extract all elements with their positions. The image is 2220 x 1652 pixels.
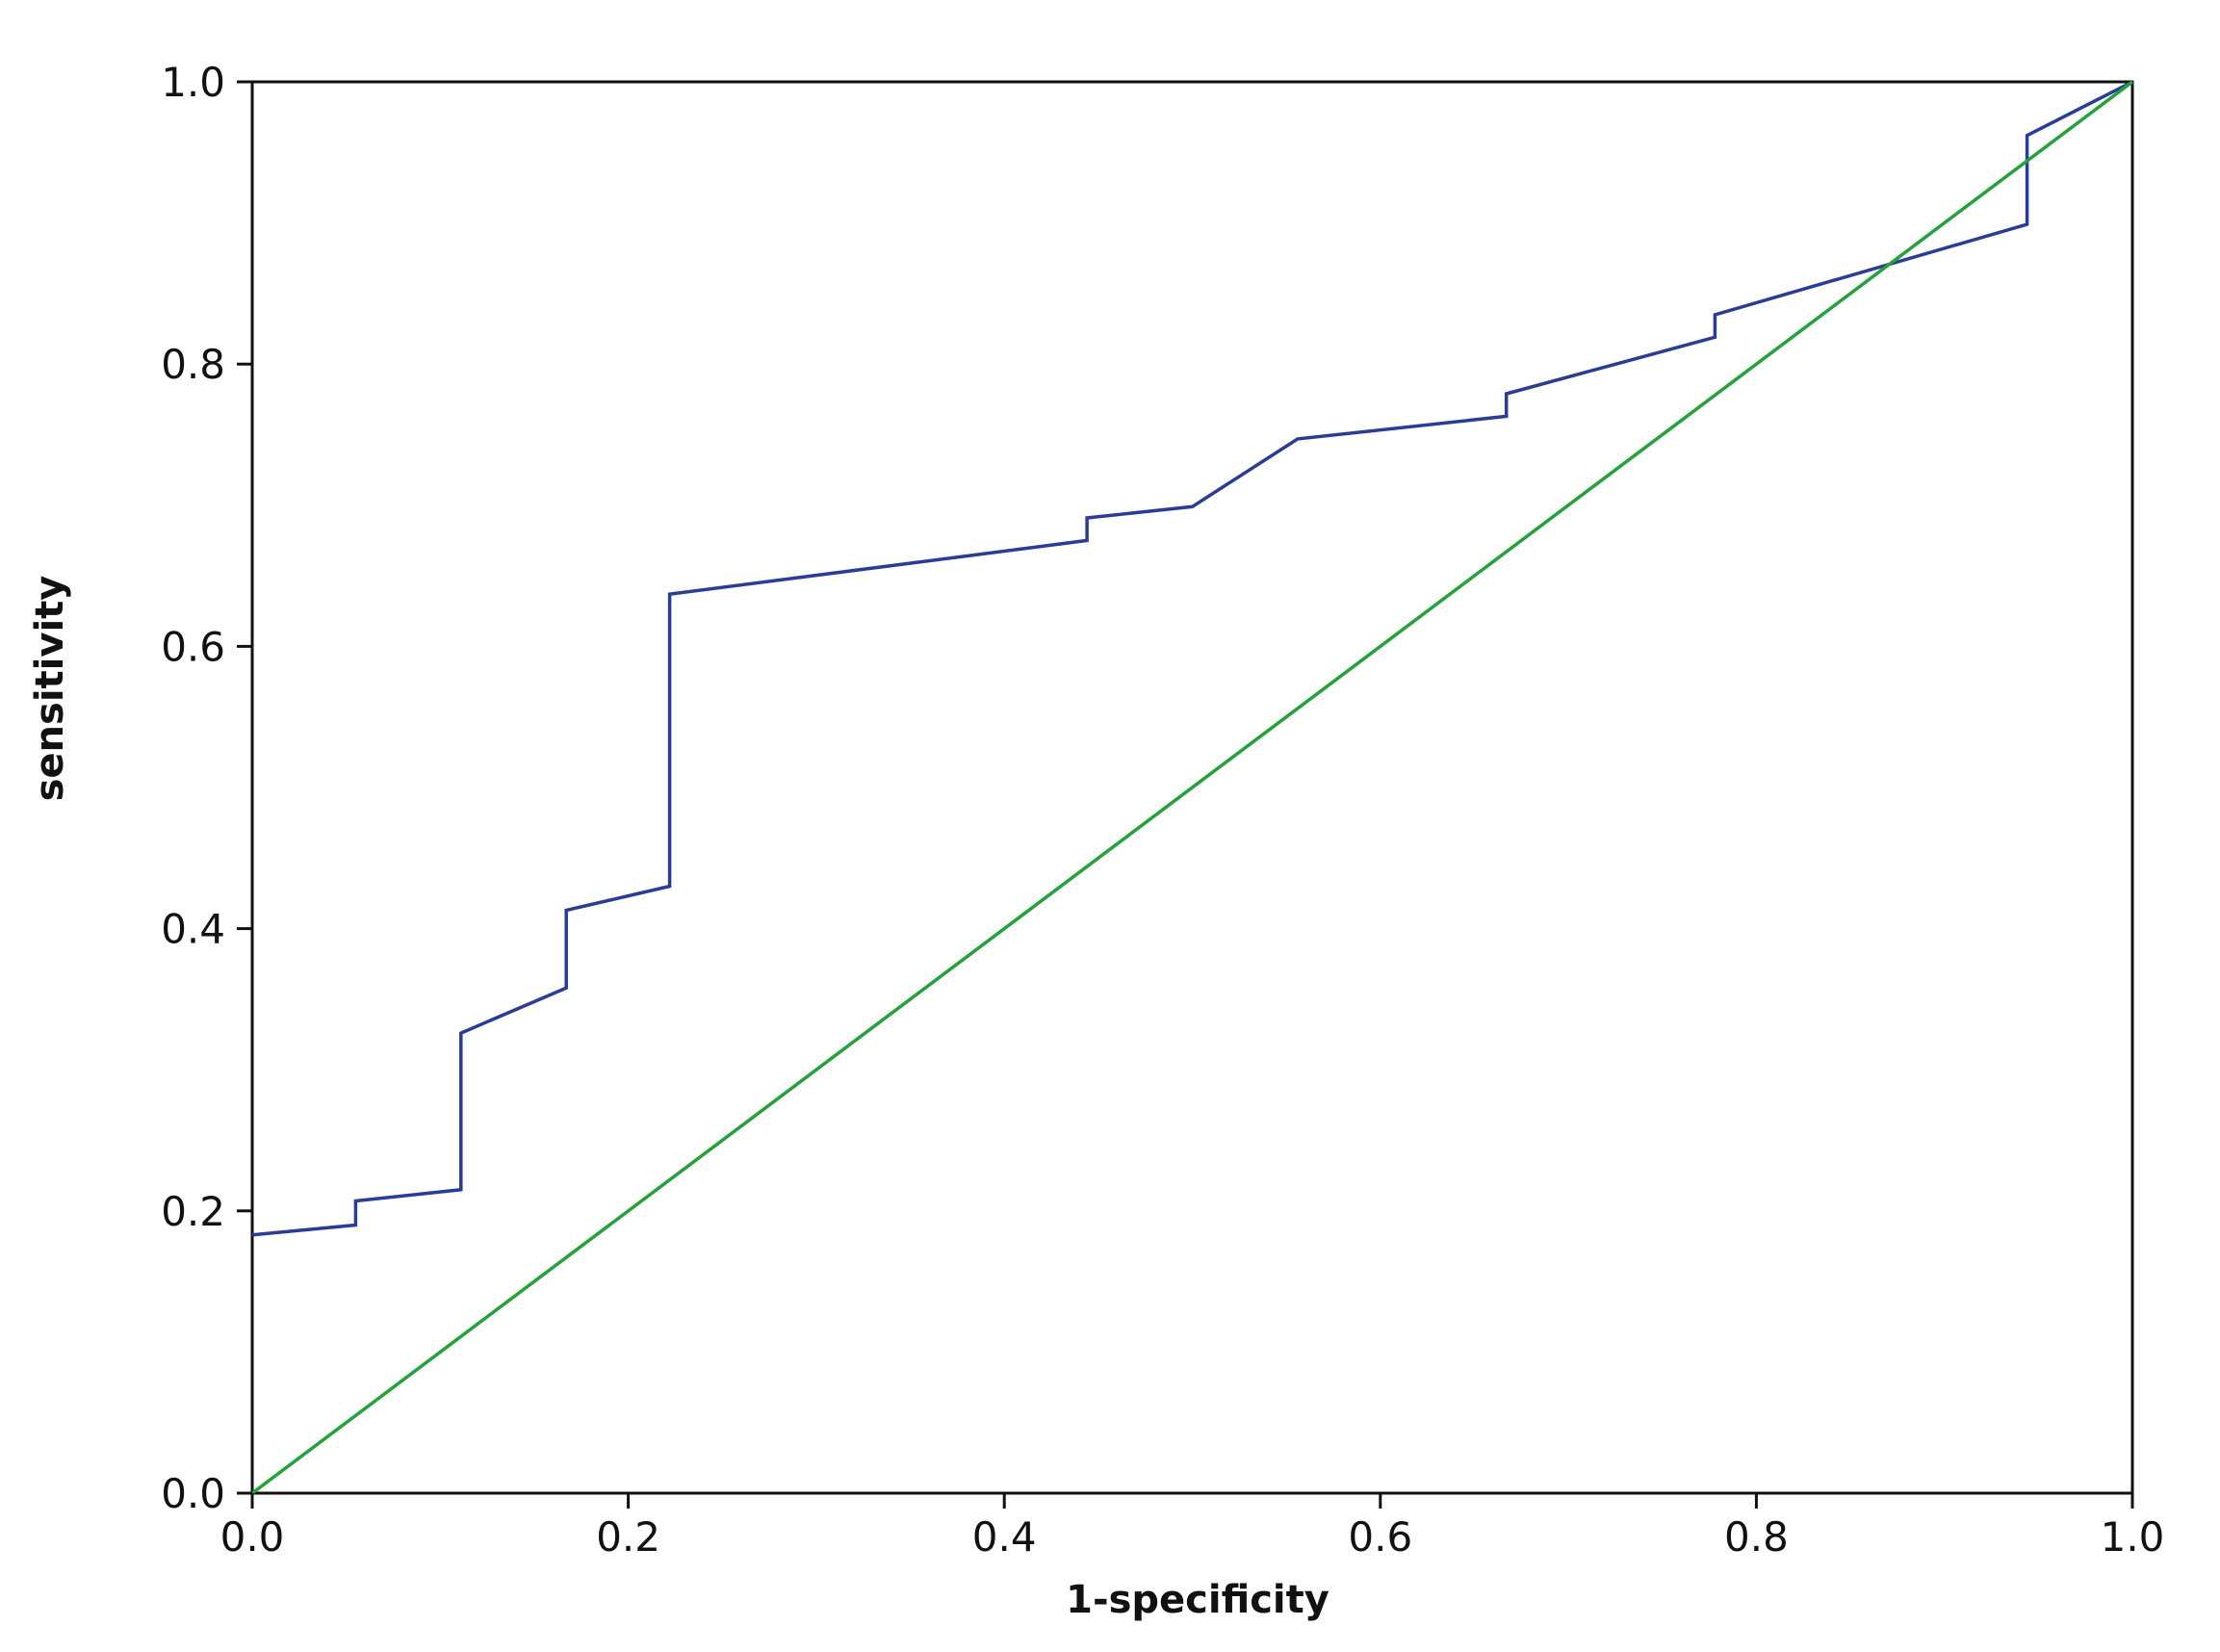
x-tick-label: 0.8: [1724, 1513, 1789, 1561]
y-tick-label: 0.8: [161, 341, 225, 388]
x-tick-label: 0.4: [972, 1513, 1037, 1561]
x-axis-title: 1-specificity: [1066, 1578, 1329, 1622]
roc-curve-line: [251, 80, 2133, 1237]
y-tick-label: 0.2: [161, 1188, 225, 1235]
reference-diagonal-line: [250, 80, 2134, 1495]
x-tick-label: 1.0: [2101, 1513, 2165, 1561]
y-tick-label: 0.6: [161, 623, 225, 670]
y-tick-label: 0.4: [161, 906, 225, 953]
plot-area: [250, 80, 2134, 1495]
x-tick-label: 0.0: [220, 1513, 285, 1561]
y-axis-title: sensitivity: [28, 576, 72, 802]
y-tick-label: 0.0: [161, 1470, 225, 1517]
x-tick-label: 0.6: [1348, 1513, 1412, 1561]
x-tick-label: 0.2: [596, 1513, 660, 1561]
y-tick-label: 1.0: [161, 59, 225, 106]
tick-layer: 0.0 0.2 0.4 0.6 0.8 1.0 0.0 0.2 0.4 0.6 0.8 1.0: [161, 59, 2164, 1561]
